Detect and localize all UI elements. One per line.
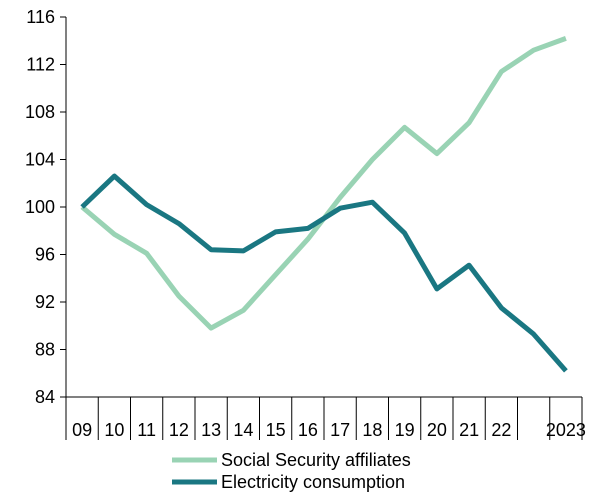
x-tick-label: 2023 (546, 420, 586, 440)
y-tick-label: 116 (26, 7, 55, 27)
x-tick-label: 09 (72, 420, 92, 440)
x-tick-label: 13 (201, 420, 221, 440)
x-tick-label: 15 (266, 420, 286, 440)
y-tick-label: 108 (25, 102, 55, 122)
y-tick-label: 96 (35, 245, 55, 265)
x-tick-label: 19 (395, 420, 415, 440)
series-layer (80, 36, 568, 373)
x-tick-label: 14 (233, 420, 253, 440)
y-tick-label: 92 (35, 292, 55, 312)
y-tick-label: 100 (25, 197, 55, 217)
x-tick-label: 11 (137, 420, 156, 440)
x-tick-label: 16 (298, 420, 318, 440)
y-tick-label: 104 (25, 150, 55, 170)
legend-label: Electricity consumption (221, 472, 405, 492)
y-axis: 84 88 92 96 100 104 108 112 116 (25, 7, 67, 407)
series-line-2 (80, 173, 568, 373)
y-tick-label: 112 (26, 55, 55, 75)
x-axis: 09 10 11 12 13 14 15 16 17 18 19 20 21 22 2023 (65, 396, 586, 440)
x-tick-label: 18 (362, 420, 382, 440)
y-tick-label: 88 (35, 340, 55, 360)
y-tick-label: 84 (35, 387, 55, 407)
series-line-1 (80, 36, 567, 331)
x-tick-label: 21 (459, 420, 479, 440)
x-tick-label: 17 (330, 420, 350, 440)
x-tick-label: 12 (169, 420, 189, 440)
x-tick-label: 10 (104, 420, 124, 440)
x-tick-label: 20 (427, 420, 447, 440)
x-tick-label: 22 (491, 420, 511, 440)
legend-label: Social Security affiliates (221, 450, 411, 470)
